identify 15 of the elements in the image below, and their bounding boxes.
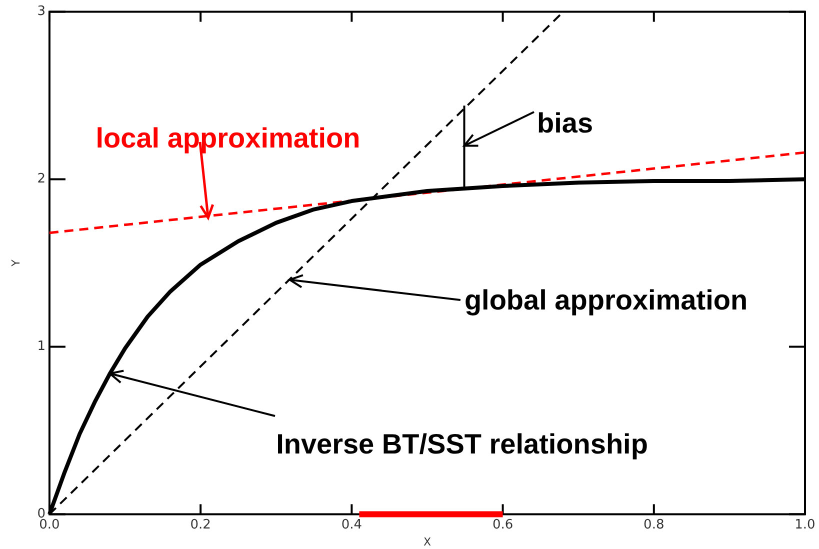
x-tick-label: 0.4 <box>341 517 362 532</box>
x-tick-label: 0.6 <box>492 517 514 532</box>
annotation: global approximation <box>464 284 748 316</box>
x-tick-label: 0.2 <box>190 517 211 532</box>
y-tick-label: 2 <box>37 172 46 187</box>
x-tick-label: 0.8 <box>644 517 664 532</box>
annotation: Inverse BT/SST relationship <box>276 428 648 460</box>
annotation: local approximation <box>96 122 360 154</box>
x-axis-title: X <box>423 535 432 548</box>
x-tick-label: 0.0 <box>39 517 60 532</box>
y-axis-title: Y <box>9 259 22 268</box>
y-tick-label: 1 <box>37 339 46 354</box>
annotation: bias <box>536 108 594 139</box>
x-tick-label: 1.0 <box>794 517 816 532</box>
y-tick-label: 3 <box>37 4 46 20</box>
